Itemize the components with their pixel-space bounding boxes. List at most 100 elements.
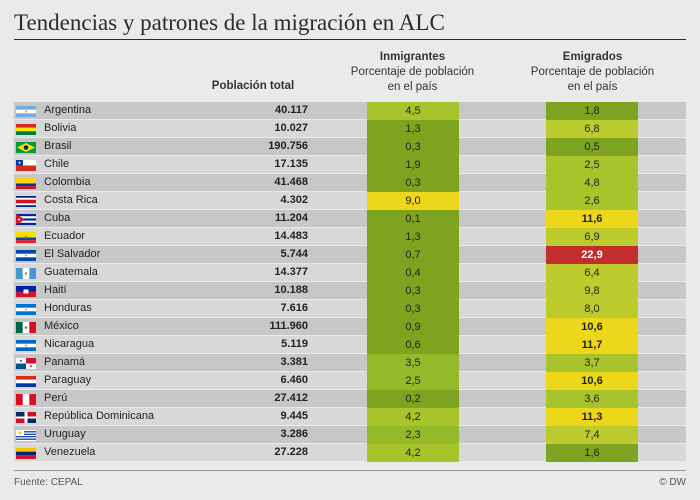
country-name: Venezuela [44,446,96,458]
population-value: 11.204 [274,212,308,224]
table-row: Haití 10.188 0,3 9,8 [14,282,686,300]
population-column-header: Población total [211,80,295,92]
colombia-flag-icon [16,178,36,189]
immigrants-cell: 0,3 [367,282,459,300]
emigrants-cell: 6,4 [546,264,638,282]
emigrants-cell: 3,6 [546,390,638,408]
footer-divider [14,470,686,471]
immigrants-cell: 0,4 [367,264,459,282]
emigrants-cell: 11,3 [546,408,638,426]
table-row: República Dominicana 9.445 4,2 11,3 [14,408,686,426]
emigrants-column-header: Emigrados Porcentaje de población en el … [520,50,665,95]
country-name: Haití [44,284,67,296]
table-row: Uruguay 3.286 2,3 7,4 [14,426,686,444]
country-name: Ecuador [44,230,85,242]
table-row: Venezuela 27.228 4,2 1,6 [14,444,686,462]
population-value: 14.377 [274,266,308,278]
country-name: Costa Rica [44,194,98,206]
source-note: Fuente: CEPAL [14,477,83,488]
country-name: Perú [44,392,68,404]
emigrants-cell: 6,8 [546,120,638,138]
ecuador-flag-icon [16,232,36,243]
emigrants-cell: 9,8 [546,282,638,300]
population-value: 5.744 [280,248,308,260]
cuba-flag-icon [16,214,36,225]
table-row: Guatemala 14.377 0,4 6,4 [14,264,686,282]
population-value: 190.756 [268,140,308,152]
emigrants-cell: 22,9 [546,246,638,264]
emigrants-cell: 10,6 [546,318,638,336]
emigrants-header-subtitle-1: Porcentaje de población [530,66,655,78]
population-value: 3.286 [280,428,308,440]
chile-flag-icon [16,160,36,171]
migration-table: Argentina 40.117 4,5 1,8 Bolivia 10.027 1,3 6,8… [14,102,686,462]
country-name: Argentina [44,104,92,116]
country-name: Chile [44,158,70,170]
table-row: Perú 27.412 0,2 3,6 [14,390,686,408]
emigrants-cell: 1,6 [546,444,638,462]
immigrants-cell: 0,3 [367,138,459,156]
population-value: 6.460 [280,374,308,386]
bolivia-flag-icon [16,124,36,135]
table-row: Paraguay 6.460 2,5 10,6 [14,372,686,390]
country-name: Brasil [44,140,72,152]
immigrants-cell: 0,9 [367,318,459,336]
table-row: Costa Rica 4.302 9,0 2,6 [14,192,686,210]
uruguay-flag-icon [16,430,36,441]
country-name: Panamá [44,356,85,368]
guatemala-flag-icon [16,268,36,279]
table-row: Panamá 3.381 3,5 3,7 [14,354,686,372]
mexico-flag-icon [16,322,36,333]
el-salvador-flag-icon [16,250,36,261]
immigrants-cell: 0,2 [367,390,459,408]
population-value: 5.119 [281,338,308,350]
table-row: Nicaragua 5.119 0,6 11,7 [14,336,686,354]
table-row: Honduras 7.616 0,3 8,0 [14,300,686,318]
immigrants-cell: 1,3 [367,228,459,246]
panama-flag-icon [16,358,36,369]
emigrants-cell: 10,6 [546,372,638,390]
immigrants-cell: 2,5 [367,372,459,390]
population-value: 41.468 [274,176,308,188]
population-value: 9.445 [280,410,308,422]
immigrants-cell: 0,1 [367,210,459,228]
immigrants-cell: 4,2 [367,444,459,462]
emigrants-cell: 6,9 [546,228,638,246]
immigrants-column-header: Inmigrantes Porcentaje de población en e… [340,50,485,95]
emigrants-cell: 11,7 [546,336,638,354]
table-row: Chile 17.135 1,9 2,5 [14,156,686,174]
emigrants-cell: 3,7 [546,354,638,372]
population-value: 27.228 [274,446,308,458]
table-row: Bolivia 10.027 1,3 6,8 [14,120,686,138]
country-name: Paraguay [44,374,92,386]
costa-rica-flag-icon [16,196,36,207]
immigrants-header-subtitle-2: en el país [387,81,438,93]
immigrants-cell: 3,5 [367,354,459,372]
country-name: Nicaragua [44,338,95,350]
immigrants-cell: 4,2 [367,408,459,426]
table-row: Ecuador 14.483 1,3 6,9 [14,228,686,246]
emigrants-cell: 8,0 [546,300,638,318]
table-row: Argentina 40.117 4,5 1,8 [14,102,686,120]
population-value: 40.117 [274,104,308,116]
country-name: Colombia [44,176,91,188]
immigrants-cell: 9,0 [367,192,459,210]
country-name: Bolivia [44,122,77,134]
title-divider [14,39,686,40]
population-value: 3.381 [280,356,308,368]
emigrants-header-title: Emigrados [562,51,623,63]
table-row: Colombia 41.468 0,3 4,8 [14,174,686,192]
immigrants-cell: 0,3 [367,300,459,318]
argentina-flag-icon [16,106,36,117]
table-row: México 111.960 0,9 10,6 [14,318,686,336]
emigrants-cell: 0,5 [546,138,638,156]
country-name: República Dominicana [44,410,155,422]
emigrants-cell: 7,4 [546,426,638,444]
immigrants-header-subtitle-1: Porcentaje de población [350,66,475,78]
country-name: Uruguay [44,428,86,440]
table-row: Brasil 190.756 0,3 0,5 [14,138,686,156]
emigrants-cell: 2,6 [546,192,638,210]
population-value: 27.412 [274,392,308,404]
immigrants-cell: 0,3 [367,174,459,192]
haiti-flag-icon [16,286,36,297]
